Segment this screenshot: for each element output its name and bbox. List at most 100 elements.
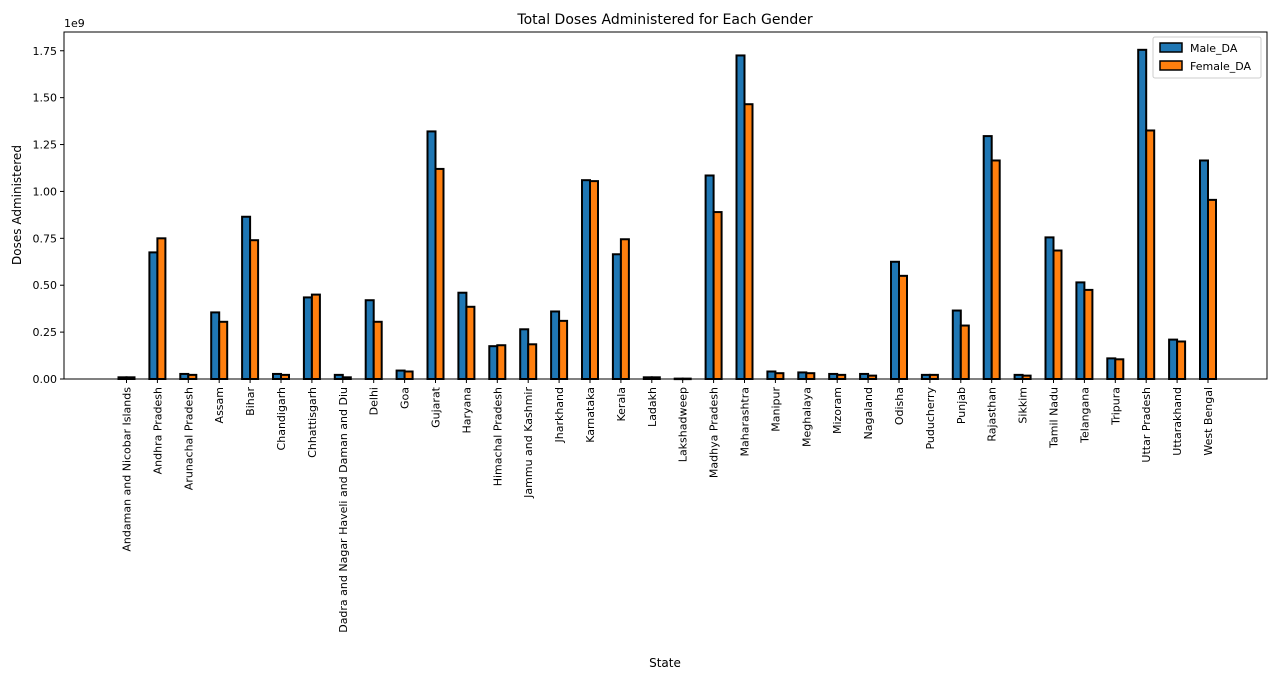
x-tick-label: West Bengal [1202, 387, 1215, 456]
bar-female-da [496, 344, 507, 380]
bar-female-da [836, 373, 847, 380]
bar-female-da [156, 237, 167, 380]
x-tick-label: Nagaland [862, 387, 875, 439]
y-tick-label: 0.25 [33, 326, 58, 339]
bar-male-da [272, 372, 282, 380]
y-axis-label: Doses Administered [10, 145, 24, 265]
bar-male-da [302, 296, 313, 380]
x-tick-label: Haryana [460, 387, 473, 434]
bar-male-da [148, 251, 159, 380]
bar-female-da [1207, 198, 1217, 380]
legend-label: Male_DA [1190, 42, 1238, 55]
bar-male-da [982, 135, 993, 380]
x-tick-label: Lakshadweep [677, 387, 690, 462]
bar-male-da [488, 345, 499, 381]
bar-female-da [280, 373, 290, 380]
bar-male-da [1013, 373, 1024, 380]
y-tick-label: 1.50 [33, 92, 58, 105]
x-tick-label: Kerala [615, 387, 628, 422]
x-tick-label: Dadra and Nagar Haveli and Daman and Diu [337, 387, 350, 633]
bar-male-da [1075, 281, 1086, 381]
bar-female-da [898, 274, 908, 380]
bar-male-da [735, 54, 746, 380]
bar-male-da [1106, 357, 1117, 380]
y-tick-label: 0.75 [33, 232, 58, 245]
bar-male-da [426, 130, 437, 380]
bars-group [117, 48, 1217, 381]
bar-female-da [310, 293, 321, 381]
x-tick-label: Rajasthan [986, 387, 999, 442]
legend-swatch [1159, 42, 1183, 53]
x-tick-label: Meghalaya [800, 387, 813, 447]
bar-male-da [704, 174, 715, 380]
bar-male-da [1137, 48, 1148, 381]
x-tick-label: Puducherry [924, 387, 937, 450]
bar-male-da [611, 253, 622, 380]
x-tick-label: Maharashtra [739, 387, 752, 457]
x-tick-label: Uttarakhand [1171, 387, 1184, 456]
bar-female-da [1176, 340, 1187, 380]
bar-female-da [1052, 249, 1063, 380]
legend-swatch [1159, 60, 1183, 71]
bar-male-da [1168, 338, 1179, 380]
x-tick-label: Andaman and Nicobar Islands [121, 387, 134, 552]
bar-female-da [712, 211, 723, 380]
bar-female-da [527, 343, 538, 380]
bar-female-da [249, 239, 260, 380]
bar-male-da [951, 309, 962, 381]
bar-male-da [766, 370, 777, 380]
bar-female-da [774, 372, 785, 380]
bar-female-da [928, 373, 939, 380]
x-axis-label: State [649, 656, 681, 670]
bar-female-da [619, 238, 630, 380]
x-tick-label: Punjab [955, 387, 968, 424]
x-tick-label: Chandigarh [275, 387, 288, 450]
y-axis-ticks: 0.00 0.25 0.50 0.75 1.00 1.25 1.50 1.75 [33, 45, 64, 386]
x-axis-ticks: Andaman and Nicobar Islands Andhra Prades… [121, 379, 1215, 633]
y-tick-label: 1.75 [33, 45, 58, 58]
bar-male-da [333, 373, 344, 380]
bar-male-da [1044, 236, 1055, 380]
bar-male-da [1199, 159, 1209, 380]
bar-female-da [218, 320, 229, 381]
x-tick-label: Gujarat [430, 386, 443, 428]
bar-male-da [457, 291, 468, 381]
y-tick-label: 1.25 [33, 139, 58, 152]
legend: Male_DA Female_DA [1152, 36, 1262, 79]
bar-male-da [859, 372, 870, 380]
x-tick-label: Sikkim [1017, 387, 1030, 424]
bar-female-da [805, 372, 816, 380]
x-tick-label: Delhi [368, 387, 381, 415]
x-tick-label: Tripura [1109, 387, 1122, 426]
bar-female-da [1145, 129, 1156, 380]
x-tick-label: Tamil Nadu [1048, 387, 1061, 449]
bar-female-da [867, 374, 878, 380]
y-tick-label: 0.50 [33, 279, 58, 292]
x-tick-label: Karnataka [584, 387, 597, 443]
bar-female-da [1083, 288, 1094, 380]
bar-male-da [920, 373, 931, 380]
y-tick-label: 1.00 [33, 185, 58, 198]
x-tick-label: Mizoram [831, 387, 844, 434]
bar-female-da [465, 305, 476, 381]
y-scale-label: 1e9 [64, 17, 85, 30]
legend-label: Female_DA [1190, 60, 1252, 73]
x-tick-label: Odisha [893, 387, 906, 425]
y-tick-label: 0.00 [33, 373, 58, 386]
x-tick-label: Uttar Pradesh [1140, 387, 1153, 463]
bar-male-da [364, 299, 375, 380]
x-tick-label: Bihar [244, 387, 257, 416]
bar-male-da [550, 310, 561, 380]
bar-female-da [589, 180, 599, 380]
bar-male-da [581, 179, 591, 380]
x-tick-label: Himachal Pradesh [491, 387, 504, 486]
bar-female-da [187, 373, 198, 380]
bar-male-da [179, 372, 190, 380]
x-tick-label: Chhattisgarh [306, 387, 319, 458]
bar-female-da [990, 159, 1001, 380]
bar-female-da [1021, 374, 1032, 380]
x-tick-label: Manipur [769, 387, 782, 432]
x-tick-label: Goa [399, 387, 412, 409]
x-tick-label: Arunachal Pradesh [182, 387, 195, 490]
